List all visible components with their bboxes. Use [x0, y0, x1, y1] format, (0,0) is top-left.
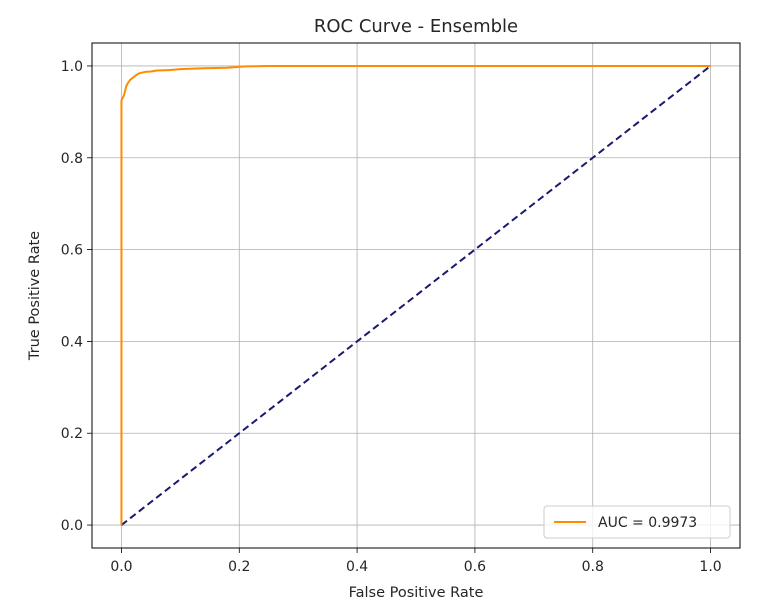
x-tick-label: 0.8 [582, 559, 604, 575]
grid [92, 43, 740, 548]
y-tick-label: 0.2 [61, 426, 83, 442]
y-tick-label: 0.0 [61, 518, 83, 534]
x-tick-label: 0.4 [346, 559, 368, 575]
chart-title: ROC Curve - Ensemble [314, 16, 518, 37]
y-axis-label: True Positive Rate [27, 231, 43, 361]
x-axis-label: False Positive Rate [349, 585, 484, 601]
x-tick-label: 1.0 [699, 559, 721, 575]
legend: AUC = 0.9973 [543, 505, 731, 539]
y-tick-label: 1.0 [61, 59, 83, 75]
y-tick-label: 0.6 [61, 243, 83, 259]
x-tick-label: 0.2 [228, 559, 250, 575]
x-tick-label: 0.0 [110, 559, 132, 575]
legend-label: AUC = 0.9973 [598, 515, 697, 531]
roc-curve [120, 64, 711, 526]
plot-frame [91, 42, 741, 549]
y-tick-label: 0.8 [61, 151, 83, 167]
legend-box [543, 505, 731, 539]
y-tick-label: 0.4 [61, 334, 83, 350]
series-layer [120, 64, 712, 526]
chance-line [120, 65, 712, 526]
x-tick-label: 0.6 [464, 559, 486, 575]
ticks: 0.0 0.2 0.4 0.6 0.8 1.0 0.0 0.2 0.4 0.6 0.8 1.0 [61, 59, 722, 575]
